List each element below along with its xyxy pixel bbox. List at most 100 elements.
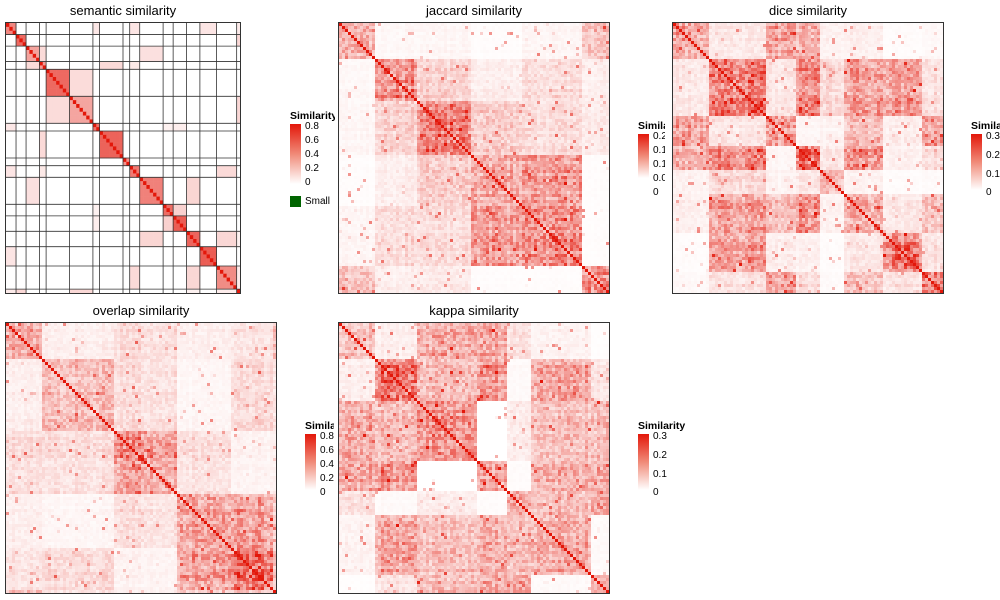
heatmap-cell (453, 80, 457, 84)
heatmap-cell (582, 71, 586, 75)
heatmap-cell (387, 95, 391, 99)
heatmap-cell (486, 131, 490, 135)
heatmap-cell (76, 77, 80, 82)
heatmap-cell (29, 196, 34, 201)
heatmap-cell (49, 111, 54, 116)
heatmap-cell (369, 47, 373, 51)
heatmap-cell (573, 71, 577, 75)
heatmap-cell (480, 74, 484, 78)
heatmap-cell (474, 26, 478, 30)
heatmap-cell (579, 29, 583, 33)
heatmap-cell (417, 101, 421, 105)
heatmap-cell (26, 61, 30, 66)
heatmap-cell (381, 116, 385, 120)
heatmap-cell (582, 122, 586, 126)
heatmap-cell (408, 71, 412, 75)
heatmap-cell (468, 86, 472, 90)
heatmap-cell (552, 116, 556, 120)
heatmap-cell (498, 137, 502, 141)
heatmap-cell (345, 26, 349, 30)
heatmap-cell (354, 53, 358, 57)
heatmap-cell (582, 125, 586, 129)
heatmap-cell (525, 128, 529, 132)
heatmap-cell (378, 113, 382, 117)
heatmap-cell (477, 35, 481, 39)
heatmap-cell (519, 89, 523, 93)
heatmap-cell (489, 95, 493, 99)
heatmap-cell (546, 86, 550, 90)
heatmap-cell (531, 50, 535, 54)
heatmap-cell (582, 50, 586, 54)
heatmap-cell (438, 113, 442, 117)
heatmap-cell (606, 26, 609, 30)
heatmap-cell (189, 181, 194, 186)
heatmap-cell (525, 140, 529, 144)
heatmap-cell (432, 92, 436, 96)
heatmap-cell (477, 137, 481, 141)
heatmap-cell (203, 23, 207, 28)
heatmap-cell (498, 89, 502, 93)
heatmap-cell (423, 134, 427, 138)
heatmap-cell (369, 149, 373, 153)
heatmap-cell (112, 154, 117, 159)
heatmap-cell (552, 59, 556, 63)
heatmap-cell (555, 95, 559, 99)
heatmap-cell (348, 89, 352, 93)
heatmap-cell (588, 155, 592, 159)
heatmap-cell (384, 110, 388, 114)
heatmap-cell (603, 35, 607, 39)
heatmap-cell (522, 80, 526, 84)
heatmap-cell (573, 155, 577, 159)
heatmap-cell (375, 23, 379, 27)
heatmap-cell (537, 44, 541, 48)
heatmap-cell (558, 41, 562, 45)
heatmap-cell (555, 65, 559, 69)
heatmap-cell (510, 101, 514, 105)
heatmap-cell (423, 89, 427, 93)
heatmap-cell (378, 146, 382, 150)
heatmap-cell (429, 83, 433, 87)
heatmap-cell (531, 23, 535, 27)
heatmap-cell (405, 125, 409, 129)
heatmap-cell (399, 149, 403, 153)
heatmap-cell (585, 41, 589, 45)
heatmap-cell (119, 142, 124, 147)
heatmap-cell (555, 92, 559, 96)
heatmap-cell (369, 53, 373, 57)
heatmap-cell (582, 59, 586, 63)
heatmap-cell (462, 116, 466, 120)
heatmap-cell (564, 143, 568, 147)
heatmap-cell (351, 125, 355, 129)
heatmap-cell (600, 119, 604, 123)
heatmap-cell (339, 71, 343, 75)
heatmap-cell (501, 95, 505, 99)
heatmap-cell (381, 143, 385, 147)
heatmap-cell (480, 50, 484, 54)
heatmap-cell (561, 107, 565, 111)
heatmap-cell (432, 50, 436, 54)
heatmap-cell (597, 50, 601, 54)
heatmap-cell (39, 50, 44, 55)
heatmap-cell (579, 101, 583, 105)
heatmap-cell (390, 59, 394, 63)
heatmap-cell (513, 74, 517, 78)
heatmap-cell (579, 53, 583, 57)
heatmap-cell (576, 92, 580, 96)
heatmap-cell (456, 149, 460, 153)
heatmap-cell (411, 47, 415, 51)
heatmap-cell (26, 57, 30, 62)
heatmap-cell (516, 77, 520, 81)
heatmap-cell (579, 119, 583, 123)
heatmap-cell (375, 95, 379, 99)
heatmap-cell (462, 107, 466, 111)
heatmap-cell (112, 65, 117, 70)
heatmap-cell (531, 116, 535, 120)
heatmap-cell (369, 38, 373, 42)
heatmap-cell (69, 92, 74, 97)
heatmap-cell (169, 208, 174, 213)
heatmap-cell (351, 50, 355, 54)
heatmap-cell (576, 155, 580, 159)
heatmap-cell (42, 131, 47, 136)
heatmap-cell (351, 155, 355, 159)
heatmap-cell (149, 196, 154, 201)
